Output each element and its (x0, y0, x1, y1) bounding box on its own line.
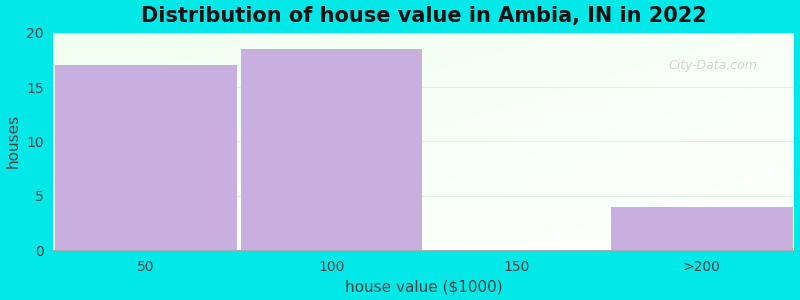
X-axis label: house value ($1000): house value ($1000) (345, 279, 502, 294)
Y-axis label: houses: houses (6, 114, 21, 169)
Bar (55, 65, 237, 250)
Bar (241, 49, 422, 250)
Title: Distribution of house value in Ambia, IN in 2022: Distribution of house value in Ambia, IN… (141, 6, 707, 26)
Bar (611, 207, 793, 250)
Text: City-Data.com: City-Data.com (669, 59, 758, 72)
